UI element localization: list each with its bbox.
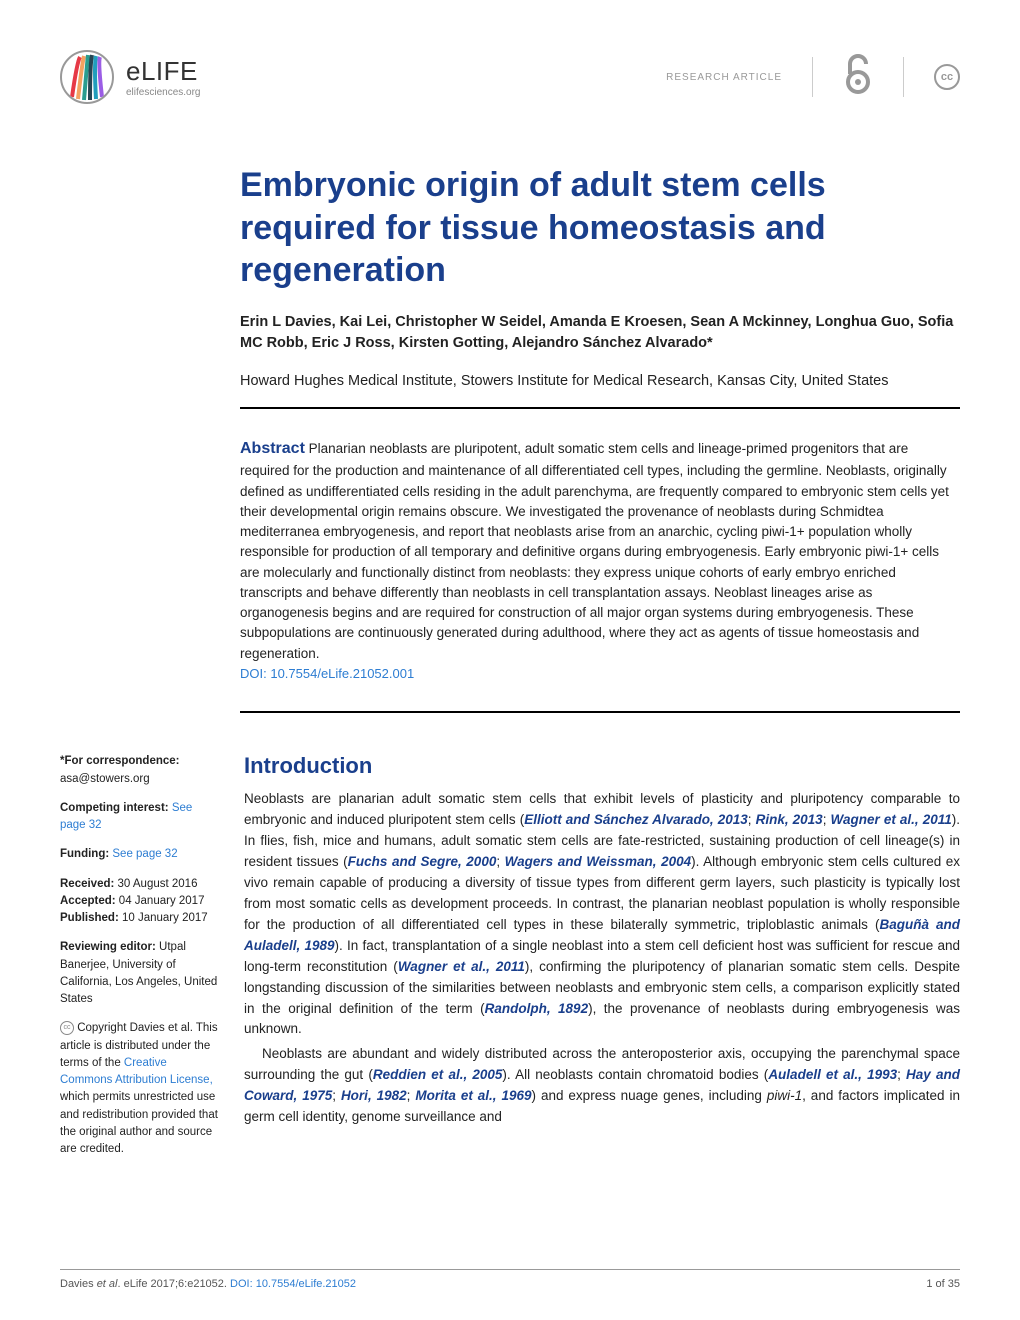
reviewing-editor-label: Reviewing editor: — [60, 941, 159, 953]
two-column-layout: *For correspondence: asa@stowers.org Com… — [60, 753, 960, 1170]
cc-license-icon[interactable]: cc — [934, 64, 960, 90]
logo-subtitle[interactable]: elifesciences.org — [126, 87, 200, 98]
divider — [812, 57, 813, 97]
citation-link[interactable]: Wagner et al., 2011 — [831, 812, 952, 827]
footer-citation: Davies et al. eLife 2017;6:e21052. DOI: … — [60, 1278, 356, 1290]
abstract-block: Abstract Planarian neoblasts are pluripo… — [240, 437, 960, 683]
citation-link[interactable]: Rink, 2013 — [756, 812, 823, 827]
affiliation: Howard Hughes Medical Institute, Stowers… — [240, 371, 960, 391]
citation-link[interactable]: Randolph, 1892 — [485, 1001, 588, 1016]
correspondence-label: *For correspondence: — [60, 755, 180, 767]
article-header: Embryonic origin of adult stem cells req… — [240, 164, 960, 713]
abstract-doi-link[interactable]: DOI: 10.7554/eLife.21052.001 — [240, 664, 960, 684]
article-type-label: RESEARCH ARTICLE — [666, 72, 782, 83]
funding-label: Funding: — [60, 848, 112, 860]
citation-link[interactable]: Wagers and Weissman, 2004 — [505, 854, 691, 869]
page-number: 1 of 35 — [926, 1278, 960, 1290]
citation-link[interactable]: Elliott and Sánchez Alvarado, 2013 — [524, 812, 748, 827]
citation-link[interactable]: Auladell et al., 1993 — [768, 1067, 897, 1082]
received-label: Received: — [60, 878, 118, 890]
abstract-text: Planarian neoblasts are pluripotent, adu… — [240, 441, 949, 660]
author-list: Erin L Davies, Kai Lei, Christopher W Se… — [240, 312, 960, 356]
citation-link[interactable]: Morita et al., 1969 — [415, 1088, 531, 1103]
page-footer: Davies et al. eLife 2017;6:e21052. DOI: … — [60, 1269, 960, 1290]
citation-link[interactable]: Wagner et al., 2011 — [398, 959, 525, 974]
introduction-heading: Introduction — [244, 753, 960, 779]
divider — [240, 407, 960, 409]
open-access-icon — [843, 52, 873, 103]
accepted-date: 04 January 2017 — [119, 895, 205, 907]
funding-link[interactable]: See page 32 — [112, 848, 177, 860]
divider — [903, 57, 904, 97]
footer-doi-link[interactable]: DOI: 10.7554/eLife.21052 — [230, 1278, 356, 1290]
accepted-label: Accepted: — [60, 895, 119, 907]
received-date: 30 August 2016 — [118, 878, 198, 890]
article-title: Embryonic origin of adult stem cells req… — [240, 164, 960, 292]
competing-label: Competing interest: — [60, 802, 172, 814]
logo-name: eLIFE — [126, 56, 200, 87]
article-sidebar: *For correspondence: asa@stowers.org Com… — [60, 753, 220, 1170]
correspondence-email[interactable]: asa@stowers.org — [60, 773, 150, 785]
logo-area: eLIFE elifesciences.org — [60, 50, 200, 104]
abstract-label: Abstract — [240, 440, 305, 457]
citation-link[interactable]: Hori, 1982 — [341, 1088, 407, 1103]
copyright-notice: cc Copyright Davies et al. This article … — [60, 1020, 220, 1158]
divider — [240, 711, 960, 713]
published-label: Published: — [60, 912, 122, 924]
page-header: eLIFE elifesciences.org RESEARCH ARTICLE… — [60, 50, 960, 104]
citation-link[interactable]: Reddien et al., 2005 — [373, 1067, 503, 1082]
elife-logo-icon — [60, 50, 114, 104]
article-body: Introduction Neoblasts are planarian adu… — [244, 753, 960, 1170]
header-right: RESEARCH ARTICLE cc — [666, 52, 960, 103]
published-date: 10 January 2017 — [122, 912, 208, 924]
citation-link[interactable]: Fuchs and Segre, 2000 — [348, 854, 497, 869]
introduction-text: Neoblasts are planarian adult somatic st… — [244, 789, 960, 1128]
cc-icon-small: cc — [60, 1021, 74, 1035]
